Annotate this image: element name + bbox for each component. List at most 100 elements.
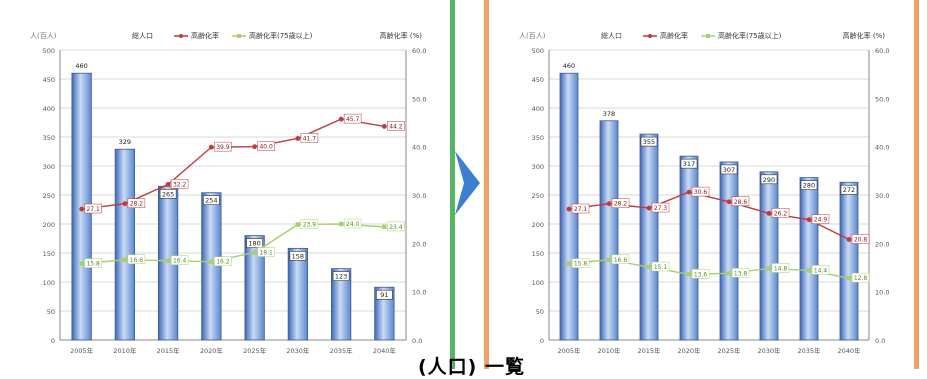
right-tick-label: 40.0 xyxy=(412,144,426,152)
bar xyxy=(114,148,136,341)
bar xyxy=(201,192,222,341)
bar-value-label: 91 xyxy=(380,291,388,299)
category-label: 2020年 xyxy=(677,346,701,355)
bar xyxy=(759,171,779,341)
point-value-label: 24.0 xyxy=(346,221,360,228)
point-label-box xyxy=(691,186,710,197)
aging-rate-point xyxy=(338,116,344,122)
legend-entry-aging: 高齢化率 xyxy=(660,31,688,40)
right-tick-label: 50.0 xyxy=(875,95,889,103)
legend-entry-population: 総人口 xyxy=(601,31,622,40)
legend-marker-aging75 xyxy=(706,34,710,38)
bar-value-label: 329 xyxy=(119,138,131,146)
aging75-rate-point xyxy=(566,261,572,266)
point-label-box xyxy=(731,196,750,207)
category-label: 2005年 xyxy=(557,346,581,355)
point-label-box xyxy=(300,219,319,229)
bar-value-label: 317 xyxy=(683,160,695,168)
bar-value-label: 280 xyxy=(803,182,815,190)
point-value-label: 14.4 xyxy=(814,267,828,274)
right-chart: 0 50 100 150 200 250 300 350 400 450 500 0.0 10.0 20.… xyxy=(519,31,889,355)
aging75-rate-point xyxy=(726,271,732,276)
bar xyxy=(719,161,739,341)
bar-label-box xyxy=(332,271,350,281)
point-label-box xyxy=(214,141,232,152)
right-chart-panel: 0 50 100 150 200 250 300 350 400 450 500 0.0 10.0 20.… xyxy=(489,0,914,369)
left-tick-label: 350 xyxy=(532,134,544,142)
legend: 総人口 高齢化率 高齢化率(75歳以上) xyxy=(132,31,313,40)
point-label-box xyxy=(170,179,189,189)
aging75-rate-point xyxy=(646,264,652,270)
bar-label-box xyxy=(640,136,658,147)
point-label-box xyxy=(387,221,405,232)
aging-rate-point xyxy=(566,206,572,212)
point-value-label: 16.4 xyxy=(173,258,187,265)
left-chart: 0 50 100 150 200 250 300 350 400 450 500 0.0 10.0 20.… xyxy=(30,31,426,355)
right-panel-divider-right xyxy=(914,0,919,369)
right-tick-label: 50.0 xyxy=(412,95,426,103)
right-tick-label: 10.0 xyxy=(412,289,426,297)
category-label: 2010年 xyxy=(113,346,137,355)
point-value-label: 44.2 xyxy=(389,123,403,130)
legend-entry-aging75: 高齢化率(75歳以上) xyxy=(718,31,782,40)
right-axis-unit: 高齢化率 (%) xyxy=(380,31,423,40)
point-value-label: 15.8 xyxy=(574,261,588,268)
left-tick-label: 500 xyxy=(43,47,55,55)
point-value-label: 23.4 xyxy=(389,224,403,231)
point-value-label: 27.1 xyxy=(574,206,588,213)
right-tick-label: 20.0 xyxy=(875,240,889,248)
bar xyxy=(330,268,352,341)
point-value-label: 27.3 xyxy=(654,205,668,212)
left-tick-label: 200 xyxy=(532,221,544,229)
aging-rate-point xyxy=(646,205,652,211)
point-label-box xyxy=(571,203,590,214)
point-value-label: 15.8 xyxy=(86,261,100,268)
bar-value-label: 180 xyxy=(248,240,260,248)
point-value-label: 26.2 xyxy=(774,210,788,217)
point-label-box xyxy=(731,268,750,278)
bar-label-box xyxy=(840,184,858,195)
bar-label-box xyxy=(203,195,220,205)
legend-entry-population: 総人口 xyxy=(132,31,153,40)
right-tick-label: 30.0 xyxy=(412,192,426,200)
bar-label-box xyxy=(800,180,818,190)
category-label: 2040年 xyxy=(373,346,397,355)
right-tick-label: 60.0 xyxy=(875,47,889,55)
aging75-rate-point xyxy=(382,224,387,230)
point-label-box xyxy=(611,254,630,265)
point-label-box xyxy=(387,121,405,131)
legend-entry-aging75: 高齢化率(75歳以上) xyxy=(249,31,313,40)
point-label-box xyxy=(651,202,670,213)
arrow-right-icon xyxy=(455,151,480,215)
point-label-box xyxy=(343,218,362,229)
category-label: 2030年 xyxy=(757,346,781,355)
bar-value-label: 265 xyxy=(162,190,174,198)
bar-value-label: 460 xyxy=(75,62,87,70)
aging75-rate-point xyxy=(122,257,128,262)
point-label-box xyxy=(84,203,102,214)
left-chart-panel: 0 50 100 150 200 250 300 350 400 450 500 0.0 10.0 20.… xyxy=(0,0,452,369)
bar-label-box xyxy=(246,238,263,248)
aging-rate-point xyxy=(766,210,772,216)
aging75-rate-point xyxy=(806,268,812,273)
right-axis-unit: 高齢化率 (%) xyxy=(843,31,886,40)
left-tick-label: 250 xyxy=(532,192,544,200)
category-label: 2025年 xyxy=(243,346,267,355)
point-value-label: 18.1 xyxy=(259,250,273,257)
point-value-label: 16.6 xyxy=(130,257,144,264)
aging75-rate-point xyxy=(766,266,772,271)
bar xyxy=(374,286,395,341)
point-label-box xyxy=(571,258,590,268)
left-tick-label: 0 xyxy=(51,337,55,345)
category-label: 2040年 xyxy=(837,346,861,355)
left-tick-label: 50 xyxy=(47,308,55,316)
point-value-label: 30.6 xyxy=(694,189,708,196)
bar-label-box xyxy=(159,189,177,199)
aging-rate-point xyxy=(252,144,258,150)
point-value-label: 15.1 xyxy=(654,264,668,271)
point-value-label: 28.6 xyxy=(734,199,748,206)
point-value-label: 24.9 xyxy=(814,217,828,224)
point-label-box xyxy=(651,261,670,272)
point-label-box xyxy=(127,254,146,265)
right-tick-label: 40.0 xyxy=(875,144,889,152)
